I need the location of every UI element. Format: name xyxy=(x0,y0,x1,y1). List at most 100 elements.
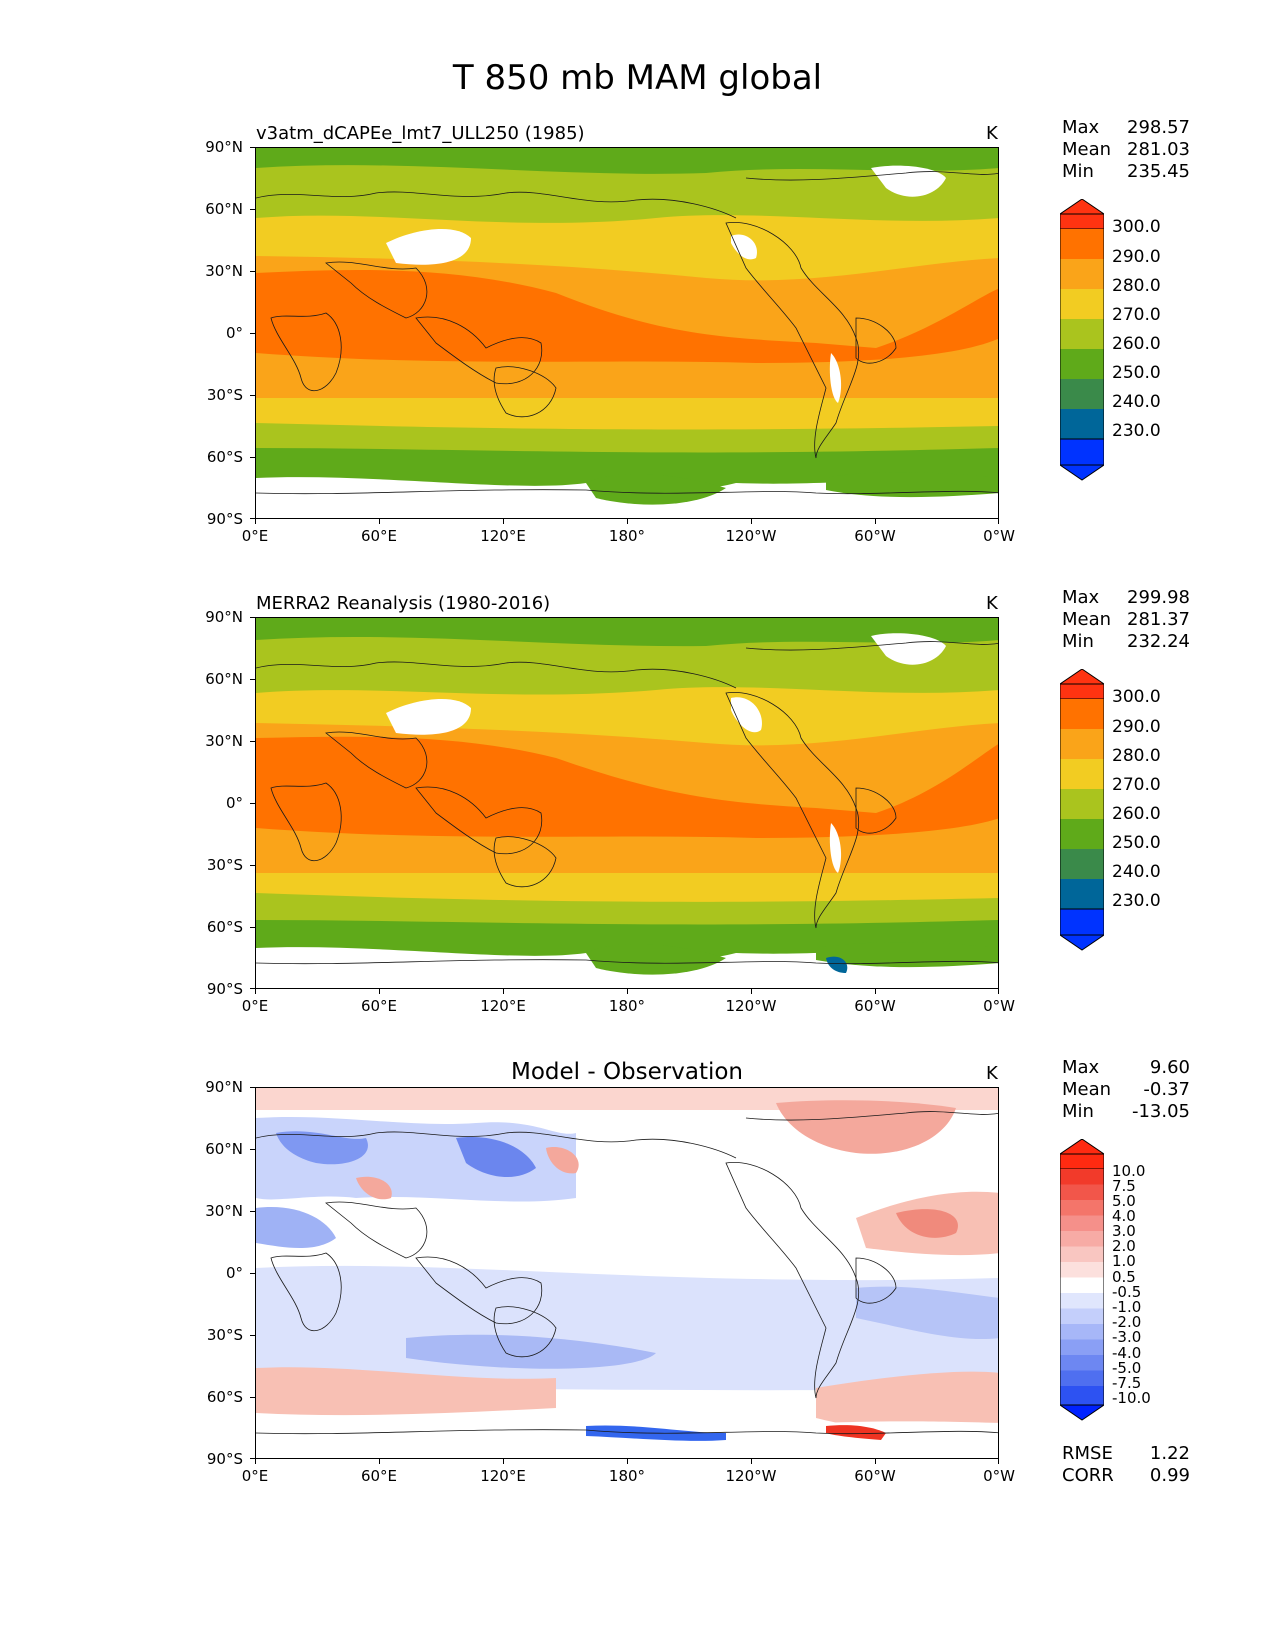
ytick-label: 60°S xyxy=(206,918,243,936)
ytick-label: 60°S xyxy=(206,448,243,466)
colorbar xyxy=(1060,669,1104,951)
xtick-label: 0°E xyxy=(241,527,269,545)
colorbar-label: -4.0 xyxy=(1112,1344,1142,1362)
panel-title: MERRA2 Reanalysis (1980-2016) xyxy=(256,593,551,614)
ytick-label: 30°N xyxy=(205,262,243,280)
figure-title: T 850 mb MAM global xyxy=(452,58,823,98)
stats-box: Max 9.60 Mean -0.37 Min -13.05 xyxy=(1062,1057,1190,1123)
stat-label: Mean xyxy=(1062,609,1112,630)
xtick-label: 0°W xyxy=(983,527,1015,545)
colorbar xyxy=(1060,1139,1104,1421)
colorbar xyxy=(1060,199,1104,481)
coastlines xyxy=(256,171,998,495)
greenland-missing xyxy=(871,165,946,197)
xtick-label: 120°W xyxy=(725,997,777,1015)
colorbar-label: 300.0 xyxy=(1112,217,1161,237)
ytick-label: 30°S xyxy=(206,386,243,404)
colorbar-label: 5.0 xyxy=(1112,1192,1136,1210)
stat-label: Mean xyxy=(1062,1079,1112,1100)
stat-label: Mean xyxy=(1062,139,1112,160)
colorbar-label: 270.0 xyxy=(1112,775,1161,795)
colorbar-label: 260.0 xyxy=(1112,804,1161,824)
corr-label: CORR xyxy=(1062,1465,1114,1486)
stat-mean: -0.37 xyxy=(1143,1079,1190,1100)
xtick-label: 120°W xyxy=(725,527,777,545)
map-model xyxy=(255,147,999,519)
band-290 xyxy=(256,269,998,363)
colorbar-label: 290.0 xyxy=(1112,717,1161,737)
ytick-label: 90°N xyxy=(205,138,243,156)
stat-min: -13.05 xyxy=(1131,1101,1190,1122)
tibet-missing xyxy=(386,228,471,265)
xtick-label: 120°E xyxy=(480,1467,526,1485)
ytick-label: 30°N xyxy=(205,732,243,750)
corr-value: 0.99 xyxy=(1149,1465,1190,1486)
map-diff xyxy=(255,1087,999,1459)
stat-label: Min xyxy=(1062,161,1094,182)
colorbar-label: 260.0 xyxy=(1112,334,1161,354)
ytick-label: 90°S xyxy=(206,1450,243,1468)
stat-min: 235.45 xyxy=(1127,161,1190,182)
colorbar-label: 250.0 xyxy=(1112,833,1161,853)
panel-title: v3atm_dCAPEe_lmt7_ULL250 (1985) xyxy=(256,123,585,144)
ytick-label: 30°S xyxy=(206,1326,243,1344)
rmse-value: 1.22 xyxy=(1149,1443,1190,1464)
stat-max: 299.98 xyxy=(1127,587,1190,608)
colorbar-label: -1.0 xyxy=(1112,1298,1142,1316)
stats-box: Max 298.57 Mean 281.03 Min 235.45 xyxy=(1062,117,1190,183)
colorbar-label: 270.0 xyxy=(1112,305,1161,325)
panel-diff: Model - Observation K xyxy=(0,1057,1275,1497)
colorbar-label: 300.0 xyxy=(1112,687,1161,707)
stat-max: 298.57 xyxy=(1127,117,1190,138)
colorbar-label: -10.0 xyxy=(1112,1389,1151,1407)
panel-title: Model - Observation xyxy=(510,1059,744,1085)
xtick-label: 60°W xyxy=(854,1467,896,1485)
ytick-label: 60°S xyxy=(206,1388,243,1406)
stat-max: 9.60 xyxy=(1149,1057,1190,1078)
colorbar-label: 3.0 xyxy=(1112,1222,1136,1240)
ytick-label: 60°N xyxy=(205,670,243,688)
stat-label: Min xyxy=(1062,1101,1094,1122)
xtick-label: 0°W xyxy=(983,997,1015,1015)
panel-model: v3atm_dCAPEe_lmt7_ULL250 (1985) K xyxy=(0,117,1275,557)
rmse-corr-box: RMSE 1.22 CORR 0.99 xyxy=(1062,1443,1190,1487)
xtick-label: 180° xyxy=(608,997,646,1015)
xtick-label: 0°E xyxy=(241,1467,269,1485)
colorbar-label: 250.0 xyxy=(1112,363,1161,383)
colorbar-label: 240.0 xyxy=(1112,862,1161,882)
stat-label: Max xyxy=(1062,587,1100,608)
andes-missing xyxy=(829,353,842,403)
ytick-label: 0° xyxy=(225,794,243,812)
colorbar-label: 290.0 xyxy=(1112,247,1161,267)
xtick-label: 60°W xyxy=(854,997,896,1015)
ytick-label: 30°N xyxy=(205,1202,243,1220)
colorbar-label: 230.0 xyxy=(1112,421,1161,441)
ytick-label: 90°N xyxy=(205,608,243,626)
stats-box: Max 299.98 Mean 281.37 Min 232.24 xyxy=(1062,587,1190,653)
stat-mean: 281.37 xyxy=(1127,609,1190,630)
stat-min: 232.24 xyxy=(1127,631,1190,652)
colorbar-label: 7.5 xyxy=(1112,1177,1136,1195)
xtick-label: 60°E xyxy=(360,1467,398,1485)
stat-mean: 281.03 xyxy=(1127,139,1190,160)
stat-label: Min xyxy=(1062,631,1094,652)
stat-label: Max xyxy=(1062,1057,1100,1078)
xtick-label: 180° xyxy=(608,1467,646,1485)
xtick-label: 180° xyxy=(608,527,646,545)
rmse-label: RMSE xyxy=(1062,1443,1113,1464)
xtick-label: 0°W xyxy=(983,1467,1015,1485)
ytick-label: 90°N xyxy=(205,1078,243,1096)
ytick-label: 0° xyxy=(225,1264,243,1282)
colorbar-label: -5.0 xyxy=(1112,1359,1142,1377)
map-obs xyxy=(255,617,999,989)
colorbar-label: 1.0 xyxy=(1112,1252,1136,1270)
colorbar-label: -0.5 xyxy=(1112,1283,1142,1301)
colorbar-label: 280.0 xyxy=(1112,746,1161,766)
colorbar-label: 0.5 xyxy=(1112,1268,1136,1286)
xtick-label: 120°E xyxy=(480,527,526,545)
colorbar-label: 10.0 xyxy=(1112,1162,1146,1180)
xtick-label: 60°E xyxy=(360,527,398,545)
xtick-label: 120°E xyxy=(480,997,526,1015)
xtick-label: 0°E xyxy=(241,997,269,1015)
colorbar-label: 2.0 xyxy=(1112,1237,1136,1255)
